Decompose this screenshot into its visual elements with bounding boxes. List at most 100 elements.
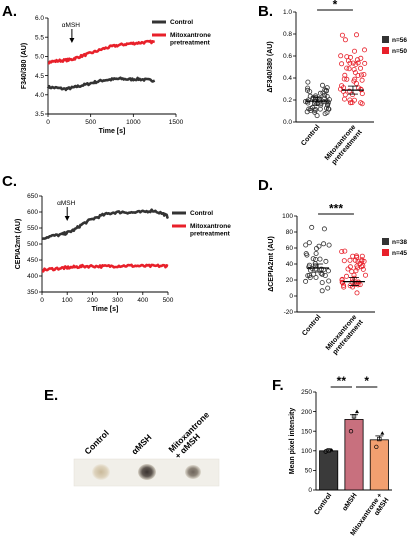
series-line-1 — [41, 263, 169, 273]
panel-f-bar-chart: 0 50 100 150 200 250 Mean pixel intensity Contr… — [289, 374, 392, 537]
panel-d-scatter-chart: -20 0 20 40 60 80 100 ΔCEPIA2mt (AU) Control Mito… — [268, 202, 407, 357]
data-point — [313, 93, 319, 99]
data-point — [357, 282, 363, 288]
legend-swatch-0 — [382, 36, 389, 43]
data-point — [308, 106, 314, 112]
data-point — [358, 72, 364, 78]
data-point — [342, 72, 348, 78]
data-point — [341, 284, 347, 290]
significance-label-1: * — [364, 374, 369, 388]
data-point — [347, 60, 353, 66]
legend-label-0: Control — [190, 210, 213, 217]
data-point — [325, 106, 331, 112]
y-tick-label: 450 — [27, 257, 38, 264]
data-point — [325, 268, 331, 274]
y-tick-label: 600 — [27, 209, 38, 216]
blot-label-control: Control — [82, 428, 110, 456]
legend-label-0: n=56 — [392, 37, 407, 44]
data-point — [361, 72, 367, 78]
data-point — [359, 77, 365, 83]
y-tick-label: 4.0 — [35, 92, 44, 99]
data-point — [319, 288, 325, 294]
y-tick-label: 0.2 — [283, 97, 292, 104]
x-tick-label: 400 — [137, 297, 148, 304]
data-point — [361, 47, 367, 53]
data-point — [321, 226, 327, 232]
blot-dot-amsh — [138, 464, 156, 480]
data-point — [339, 61, 345, 67]
data-point — [317, 256, 323, 262]
y-tick-label: 40 — [286, 261, 294, 268]
data-point — [339, 277, 345, 283]
legend-label-1: Mitoxantrone pretreatment — [170, 32, 211, 47]
data-point — [322, 92, 328, 98]
y-tick-label: 0.0 — [283, 119, 292, 126]
data-point — [354, 290, 360, 296]
y-tick-label: 6.0 — [35, 15, 44, 22]
data-point — [313, 274, 319, 280]
panel-label-f: F. — [272, 377, 284, 394]
data-point — [355, 282, 361, 288]
x-axis-label: Time [s] — [99, 128, 126, 135]
data-point — [317, 90, 323, 96]
panel-label-a: A. — [2, 3, 17, 20]
data-point — [353, 268, 359, 274]
panel-label-c: C. — [2, 173, 17, 190]
y-tick-label: 60 — [286, 245, 294, 252]
y-tick-label: 80 — [286, 229, 294, 236]
data-point — [346, 66, 352, 72]
data-point — [339, 249, 345, 255]
data-point — [313, 250, 319, 256]
data-point — [323, 87, 329, 93]
significance-label: *** — [329, 202, 343, 216]
data-point — [323, 258, 329, 264]
data-point — [303, 242, 309, 248]
data-point — [350, 284, 356, 290]
data-point — [325, 285, 331, 291]
data-point — [341, 258, 347, 264]
panel-label-b: B. — [258, 3, 273, 20]
panel-e-dot-blot: Control αMSH Mitoxantrone+ αMSH — [73, 409, 220, 487]
significance-label-0: ** — [337, 374, 347, 388]
series-line-1 — [47, 39, 155, 65]
data-point — [307, 275, 313, 281]
stimulus-label: αMSH — [62, 22, 81, 29]
blot-label-amsh: αMSH — [129, 432, 153, 456]
data-point — [325, 102, 331, 108]
data-point — [359, 91, 365, 97]
data-point — [377, 436, 382, 442]
data-point — [352, 257, 358, 263]
blot-dot-mitoxantrone-amsh — [185, 465, 201, 479]
x-tick-label: 500 — [163, 297, 174, 304]
data-point — [312, 106, 318, 112]
x-axis-label: Time [s] — [92, 306, 119, 313]
data-point — [304, 109, 310, 115]
data-point — [355, 409, 359, 414]
category-label-0: Control — [300, 124, 321, 148]
data-point — [312, 109, 318, 115]
y-tick-label: 400 — [27, 273, 38, 280]
data-point — [351, 67, 357, 73]
y-tick-label: 0.6 — [283, 53, 292, 60]
y-tick-label: 500 — [27, 241, 38, 248]
data-point — [346, 88, 352, 94]
category-label-0: Control — [313, 492, 333, 516]
data-point — [351, 48, 357, 54]
data-point — [359, 253, 365, 259]
data-point — [355, 60, 361, 66]
category-label-1: αMSH — [342, 492, 359, 512]
data-point — [374, 444, 379, 450]
x-tick-label: 500 — [85, 119, 96, 126]
y-tick-label: 650 — [27, 193, 38, 200]
x-tick-label: 300 — [112, 297, 123, 304]
data-point — [317, 106, 323, 112]
data-point — [351, 414, 357, 419]
data-point — [340, 88, 346, 94]
y-tick-label: 50 — [305, 468, 313, 475]
y-tick-label: 200 — [301, 409, 312, 416]
data-point — [352, 70, 358, 76]
data-point — [353, 32, 359, 38]
data-point — [344, 54, 350, 60]
data-point — [354, 263, 360, 269]
panel-a-line-chart: 3.5 4.0 4.5 5.0 5.5 6.0 0 500 1000 1500 Time [s] F3… — [21, 15, 211, 135]
